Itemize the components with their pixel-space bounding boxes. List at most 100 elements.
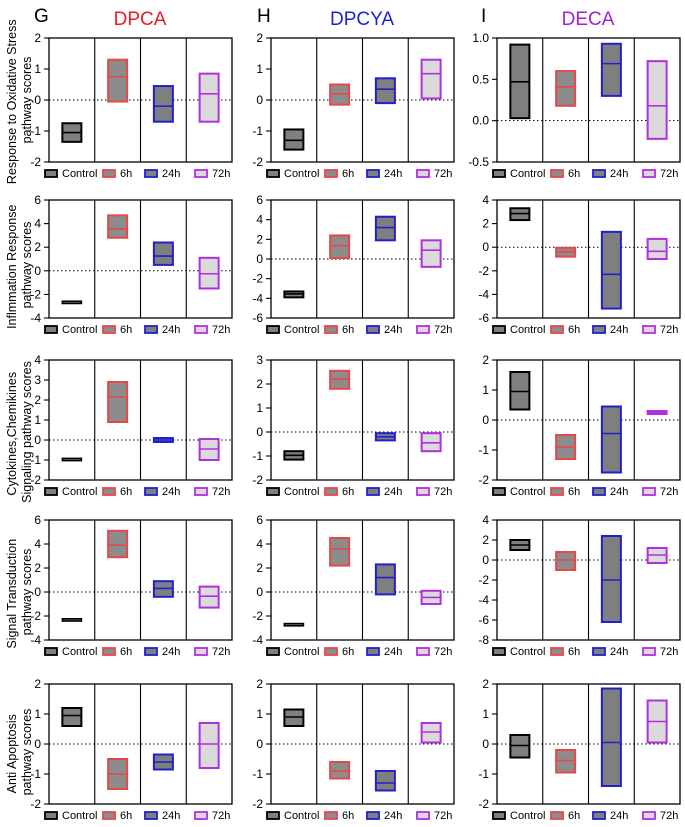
legend-label-72h: 72h	[212, 324, 230, 336]
y-tick-label: -2	[252, 272, 263, 286]
y-tick-label: -1	[30, 124, 41, 138]
legend-label-24h: 24h	[384, 168, 402, 180]
y-tick-label: -2	[478, 797, 489, 811]
legend-label-control: Control	[62, 810, 97, 822]
box-24h	[374, 770, 396, 792]
y-tick-label: -4	[30, 633, 41, 647]
panel-letter-i: I	[481, 6, 486, 27]
box-control	[61, 300, 83, 305]
y-tick-label: 6	[34, 513, 41, 527]
y-tick-label: -1	[252, 767, 263, 781]
legend-label-control: Control	[510, 646, 545, 658]
box-72h	[198, 585, 220, 609]
box-24h	[374, 563, 396, 596]
legend-swatch-control	[44, 647, 58, 656]
y-tick-label: 0	[34, 737, 41, 751]
box-control	[61, 617, 83, 622]
y-tick-label: 1	[256, 62, 263, 76]
y-tick-label: 2	[256, 677, 263, 691]
legend-swatch-72h	[416, 487, 430, 496]
y-tick-label: 2	[34, 240, 41, 254]
legend-swatch-control	[44, 325, 58, 334]
y-tick-label: 1	[34, 413, 41, 427]
panel-r1-c2: -6 -4 -2 0 2 4 Control 6h 24h 72h	[478, 193, 681, 336]
legend-label-6h: 6h	[568, 646, 580, 658]
y-tick-label: 6	[256, 513, 263, 527]
legend-swatch-72h	[642, 325, 656, 334]
y-tick-label: 1	[482, 707, 489, 721]
legend-swatch-24h	[366, 647, 380, 656]
legend-label-24h: 24h	[162, 168, 180, 180]
legend-label-6h: 6h	[342, 168, 354, 180]
legend-label-24h: 24h	[162, 486, 180, 498]
row-label-line-2: pathway scores	[20, 222, 34, 309]
panel-r0-c2: -0.5 0.0 0.5 1.0 Control 6h 24h 72h	[468, 31, 681, 180]
legend-label-24h: 24h	[384, 486, 402, 498]
y-tick-label: -2	[478, 573, 489, 587]
legend-label-6h: 6h	[120, 324, 132, 336]
legend-swatch-6h	[324, 811, 338, 820]
legend-label-control: Control	[510, 486, 545, 498]
legend-swatch-control	[266, 647, 280, 656]
box-control	[61, 457, 83, 462]
column-title-dpca: DPCA	[114, 9, 167, 30]
y-tick-label: 1	[482, 383, 489, 397]
y-tick-label: -2	[30, 609, 41, 623]
legend-label-control: Control	[62, 324, 97, 336]
legend-swatch-6h	[102, 647, 116, 656]
y-tick-label: 0	[482, 413, 489, 427]
y-tick-label: 3	[34, 373, 41, 387]
legend-swatch-24h	[144, 811, 158, 820]
legend-swatch-6h	[102, 169, 116, 178]
legend-label-72h: 72h	[434, 168, 452, 180]
y-tick-label: 4	[482, 513, 489, 527]
legend-label-24h: 24h	[610, 324, 628, 336]
legend-swatch-control	[492, 325, 506, 334]
legend-swatch-6h	[550, 647, 564, 656]
legend-swatch-72h	[416, 169, 430, 178]
y-tick-label: 0	[34, 433, 41, 447]
y-tick-label: -2	[252, 609, 263, 623]
legend-label-72h: 72h	[660, 168, 678, 180]
legend-swatch-24h	[592, 487, 606, 496]
y-tick-label: 2	[34, 393, 41, 407]
y-tick-label: -4	[252, 291, 263, 305]
legend-label-72h: 72h	[434, 646, 452, 658]
y-tick-label: 1	[34, 62, 41, 76]
legend-label-6h: 6h	[342, 324, 354, 336]
y-tick-label: -1	[30, 767, 41, 781]
box-6h	[555, 551, 577, 571]
box-24h	[600, 535, 622, 623]
legend-swatch-72h	[194, 325, 208, 334]
y-tick-label: 1.0	[472, 31, 489, 45]
y-tick-label: 2	[34, 31, 41, 45]
row-label-line-2: Signaling pathway scores	[20, 361, 34, 503]
y-tick-label: -6	[252, 311, 263, 325]
box-6h	[107, 381, 129, 423]
panel-r2-c2: -2 -1 0 1 2 Control 6h 24h 72h	[478, 353, 681, 498]
legend-label-6h: 6h	[342, 810, 354, 822]
y-tick-label: 2	[34, 677, 41, 691]
row-label-inflammation: Inflmmation Response pathway scores	[5, 201, 34, 329]
legend-swatch-control	[492, 487, 506, 496]
legend-swatch-72h	[642, 169, 656, 178]
y-tick-label: 2	[256, 561, 263, 575]
y-tick-label: 0	[34, 93, 41, 107]
legend-label-24h: 24h	[384, 646, 402, 658]
legend-label-6h: 6h	[120, 486, 132, 498]
legend-swatch-24h	[144, 325, 158, 334]
y-tick-label: 0	[256, 737, 263, 751]
legend-swatch-6h	[550, 325, 564, 334]
y-tick-label: 2	[482, 353, 489, 367]
panel-r3-c2: -8 -6 -4 -2 0 2 4 Control 6h 24h 72h	[478, 513, 681, 658]
legend-label-6h: 6h	[568, 486, 580, 498]
panel-r3-c0: -4 -2 0 2 4 6 Control 6h 24h 72h	[30, 513, 233, 658]
box-6h	[107, 214, 129, 239]
panel-r0-c0: -2 -1 0 1 2 Control 6h 24h 72h	[30, 31, 233, 180]
legend-swatch-24h	[592, 647, 606, 656]
panel-letter-h: H	[257, 6, 271, 27]
row-label-line-1: Signal Transduction	[5, 539, 19, 649]
legend-swatch-24h	[144, 169, 158, 178]
legend-label-6h: 6h	[342, 486, 354, 498]
legend-label-72h: 72h	[434, 486, 452, 498]
